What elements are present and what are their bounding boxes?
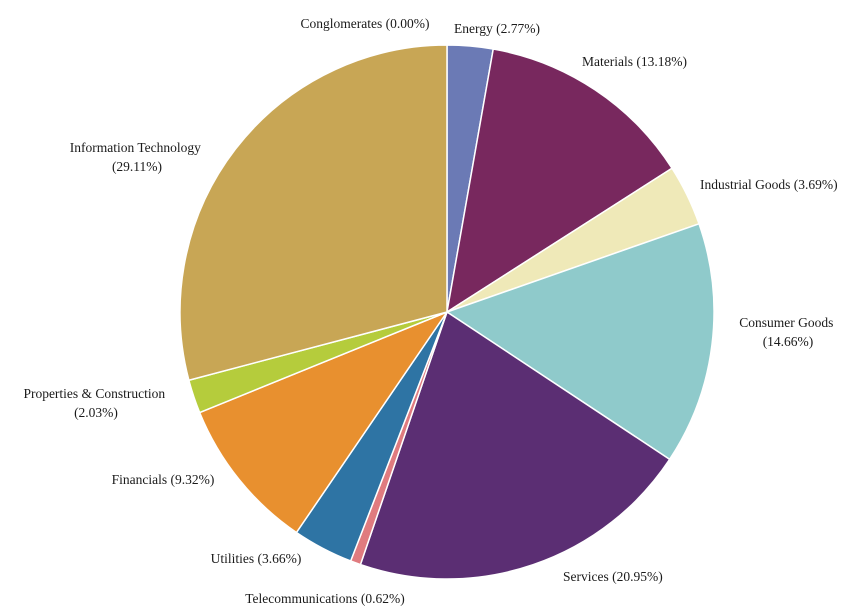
slice-label-telecommunications: Telecommunications (0.62%) (245, 591, 405, 606)
slice-label-information-technology: Information Technology (29.11%) (70, 140, 205, 174)
slice-label-services: Services (20.95%) (563, 569, 663, 584)
slice-label-financials: Financials (9.32%) (112, 472, 215, 487)
pie-slice-services (359, 311, 671, 580)
slice-label-consumer-goods-pct: (14.66%) (763, 334, 814, 349)
slice-label-energy: Energy (2.77%) (454, 21, 540, 36)
pie-slice-consumer-goods (446, 223, 715, 461)
slice-label-properties-construction-pct: (2.03%) (74, 405, 118, 420)
pie-slices (179, 44, 715, 580)
slice-label-industrial-goods: Industrial Goods (3.69%) (700, 177, 838, 192)
pie-labels: Conglomerates (0.00%) Energy (2.77%) Mat… (23, 16, 837, 606)
slice-label-properties-construction-name: Properties & Construction (23, 386, 165, 401)
slice-label-utilities: Utilities (3.66%) (211, 551, 302, 566)
pie-slice-information-technology (179, 44, 448, 381)
slice-label-information-technology-name: Information Technology (70, 140, 201, 155)
slice-label-information-technology-pct: (29.11%) (112, 159, 162, 174)
slice-label-conglomerates: Conglomerates (0.00%) (301, 16, 430, 31)
pie-slice-materials (446, 48, 673, 313)
pie-slice-financials (198, 311, 448, 534)
slice-label-properties-construction: Properties & Construction (2.03%) (23, 386, 168, 420)
slice-label-materials: Materials (13.18%) (582, 54, 687, 69)
slice-label-consumer-goods-name: Consumer Goods (739, 315, 833, 330)
slice-label-consumer-goods: Consumer Goods (14.66%) (739, 315, 837, 349)
